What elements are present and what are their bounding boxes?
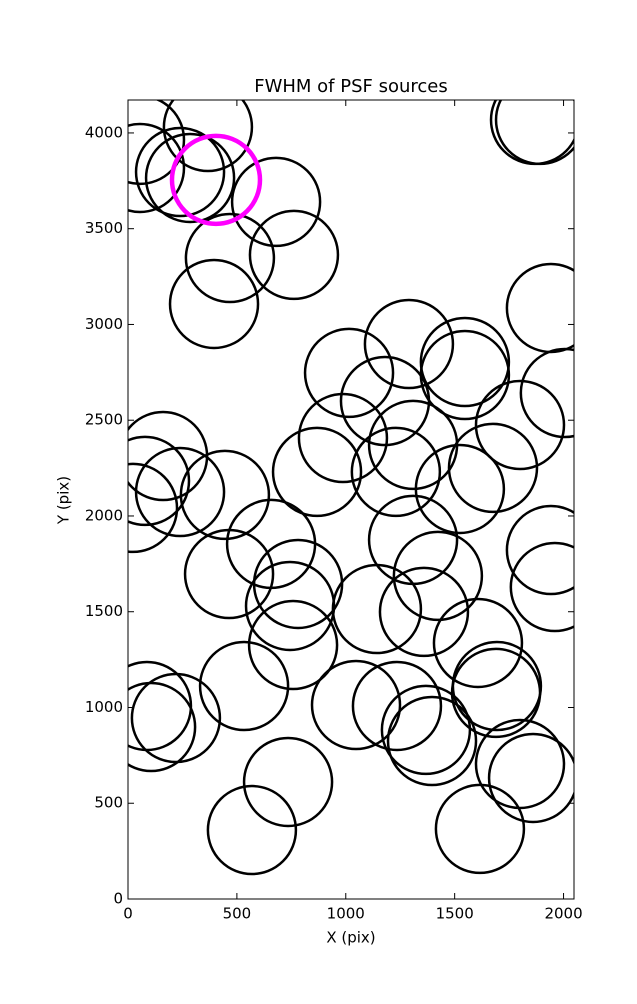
source-marker [179, 449, 271, 541]
source-marker [183, 528, 275, 620]
source-marker [419, 329, 511, 421]
source-marker [505, 262, 574, 354]
source-marker [271, 426, 363, 518]
source-marker [169, 133, 263, 227]
source-marker [144, 132, 236, 224]
source-marker [432, 597, 524, 689]
source-marker [450, 647, 542, 739]
source-marker [419, 316, 511, 408]
source-marker [247, 599, 339, 691]
source-marker [414, 443, 506, 535]
source-marker [206, 784, 298, 876]
source-marker [128, 122, 186, 214]
x-tick-label: 1500 [436, 905, 474, 923]
y-tick-label: 2500 [85, 411, 123, 429]
source-marker [198, 640, 290, 732]
source-marker [392, 530, 484, 622]
source-marker [310, 659, 402, 751]
source-marker [128, 410, 209, 502]
source-marker [489, 100, 574, 166]
y-tick-label: 1500 [85, 602, 123, 620]
source-marker [225, 498, 317, 590]
source-marker [474, 718, 566, 810]
source-marker [248, 209, 340, 301]
y-tick-label: 4000 [85, 123, 123, 141]
y-tick-label: 2000 [85, 506, 123, 524]
source-marker [350, 426, 442, 518]
source-marker [519, 347, 574, 439]
source-marker [386, 695, 478, 787]
source-marker [380, 684, 472, 776]
source-marker [134, 446, 226, 538]
source-marker [162, 100, 254, 173]
source-marker [184, 212, 276, 304]
source-marker [487, 732, 574, 824]
y-tick-label: 0 [113, 890, 123, 908]
source-marker [474, 379, 566, 471]
source-marker [230, 156, 322, 248]
source-marker [242, 736, 334, 828]
source-marker [130, 672, 222, 764]
x-tick-label: 2000 [544, 905, 582, 923]
source-marker [128, 100, 186, 186]
source-marker [494, 100, 574, 166]
plot-frame [127, 99, 575, 900]
x-tick-label: 1000 [327, 905, 365, 923]
source-marker [303, 327, 395, 419]
source-marker [351, 660, 443, 752]
source-marker [297, 392, 389, 484]
y-tick-label: 3000 [85, 315, 123, 333]
y-tick-label: 3500 [85, 219, 123, 237]
source-marker [128, 435, 191, 527]
chart-title: FWHM of PSF sources [254, 76, 448, 97]
source-marker [509, 541, 574, 633]
source-marker [378, 566, 470, 658]
y-tick-label: 1000 [85, 698, 123, 716]
y-tick-label: 500 [94, 794, 123, 812]
source-marker [128, 681, 197, 773]
source-marker [128, 462, 179, 554]
source-marker [434, 783, 526, 875]
x-tick-label: 0 [123, 905, 133, 923]
source-marker [447, 422, 539, 514]
source-marker [134, 126, 226, 218]
source-marker [168, 258, 260, 350]
source-marker [363, 298, 455, 390]
y-axis-label: Y (pix) [55, 476, 73, 525]
x-tick-label: 500 [223, 905, 252, 923]
x-axis-label: X (pix) [326, 929, 375, 947]
source-marker [244, 560, 336, 652]
source-marker [505, 504, 574, 596]
